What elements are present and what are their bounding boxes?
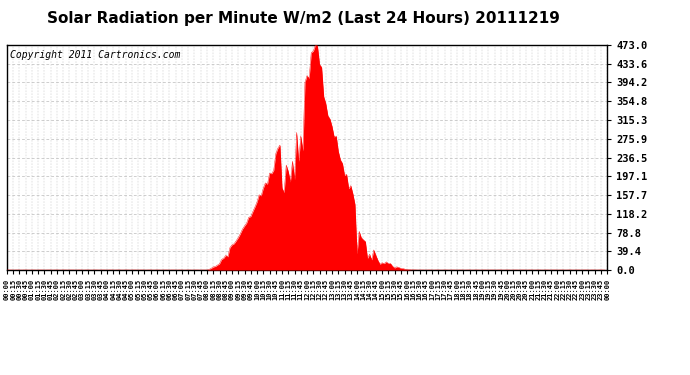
Text: Solar Radiation per Minute W/m2 (Last 24 Hours) 20111219: Solar Radiation per Minute W/m2 (Last 24… xyxy=(47,11,560,26)
Text: Copyright 2011 Cartronics.com: Copyright 2011 Cartronics.com xyxy=(10,50,180,60)
